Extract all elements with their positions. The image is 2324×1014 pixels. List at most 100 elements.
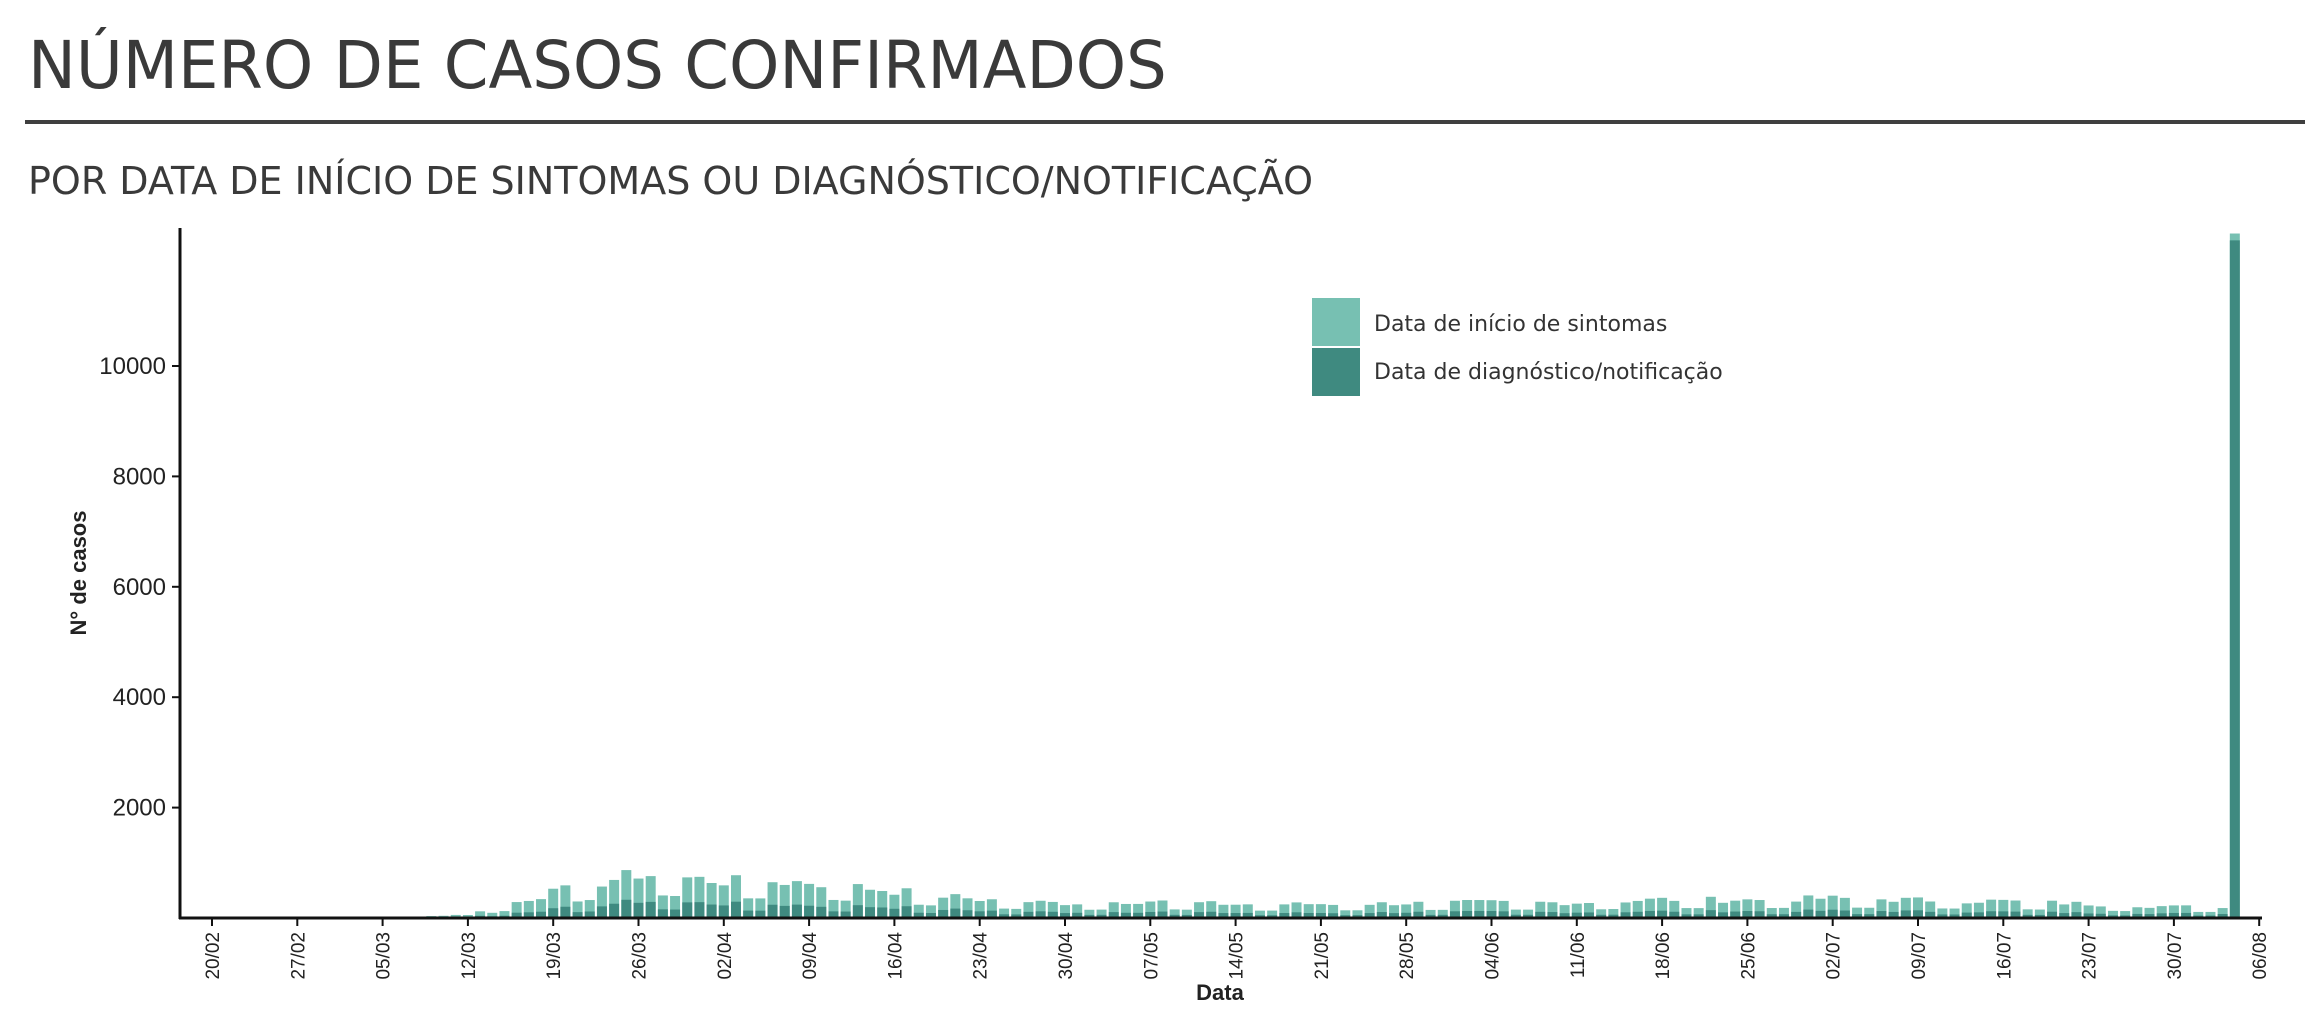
bar-diagnosis [1961,912,1972,918]
x-tick-label: 30/04 [1056,932,1077,980]
bar-symptom-onset [1060,905,1070,918]
bar-symptom-onset [1681,908,1692,918]
bar-symptom-onset [1523,909,1534,918]
bar-symptom-onset [1303,904,1314,918]
bar-diagnosis [633,902,644,918]
bar-symptom-onset [865,889,876,918]
bar-symptom-onset [1583,903,1594,918]
bar-diagnosis [1705,910,1716,918]
bar-symptom-onset [1547,902,1558,918]
bar-diagnosis [1535,911,1546,918]
bar-diagnosis [621,899,632,918]
bar-symptom-onset [2047,900,2058,918]
bar-diagnosis [584,911,595,918]
bar-symptom-onset [1669,900,1680,918]
bar-symptom-onset [1181,909,1192,918]
bar-diagnosis [670,909,681,918]
bar-diagnosis [1925,911,1936,918]
bar-symptom-onset [1011,908,1022,918]
bar-symptom-onset [1961,903,1972,918]
x-tick-label: 11/06 [1568,932,1589,978]
bar-diagnosis [2083,913,2094,918]
bar-symptom-onset [730,875,741,918]
bar-diagnosis [2168,912,2179,918]
bar-symptom-onset [1632,900,1643,918]
x-tick-label: 02/04 [715,932,736,980]
bar-symptom-onset [1023,902,1034,918]
bar-symptom-onset [901,888,912,918]
bar-diagnosis [1608,914,1619,918]
bar-diagnosis [1510,914,1521,918]
bar-symptom-onset [1486,900,1497,918]
bar-diagnosis [1023,911,1034,918]
bar-symptom-onset [1596,909,1607,918]
bar-diagnosis [706,904,717,918]
bar-diagnosis [1864,914,1875,918]
bar-symptom-onset [718,885,729,918]
bar-diagnosis [1803,909,1814,918]
bar-diagnosis [657,909,668,918]
bar-diagnosis [986,910,997,918]
bar-symptom-onset [1364,904,1375,918]
bar-symptom-onset [682,877,693,918]
bar-symptom-onset [487,912,498,918]
x-tick-label: 06/08 [2250,932,2271,980]
bar-symptom-onset [1949,908,1960,918]
legend-label-symptom-onset: Data de início de sintomas [1374,312,1667,337]
bar-symptom-onset [2095,906,2106,918]
bar-diagnosis [828,911,839,918]
bar-symptom-onset [1766,908,1777,918]
bar-diagnosis [1730,911,1741,918]
bar-diagnosis [694,902,705,918]
bar-symptom-onset [2181,905,2192,918]
x-tick-label: 12/03 [459,932,480,980]
bar-diagnosis [1084,914,1095,918]
bar-symptom-onset [1425,909,1436,918]
bar-diagnosis [645,901,656,918]
bar-symptom-onset [1352,910,1363,918]
x-tick-label: 28/05 [1397,932,1418,980]
bar-diagnosis [2156,913,2167,918]
bar-symptom-onset [1279,904,1290,918]
bar-symptom-onset [791,881,802,918]
x-tick-label: 23/04 [971,932,992,980]
bar-diagnosis [1011,914,1022,918]
bar-diagnosis [1303,912,1314,918]
bar-diagnosis [609,903,620,918]
bar-diagnosis [1169,914,1180,918]
bar-diagnosis [1839,910,1850,918]
bar-symptom-onset [852,884,863,918]
bar-diagnosis [548,908,559,918]
bar-diagnosis [1035,911,1046,918]
bar-symptom-onset [1242,904,1253,918]
bar-symptom-onset [1693,908,1704,918]
bar-diagnosis [1742,911,1753,918]
bar-diagnosis [1815,910,1826,918]
bar-symptom-onset [1815,898,1826,918]
bar-diagnosis [779,905,790,918]
legend-label-diagnosis: Data de diagnóstico/notificação [1374,360,1723,385]
bar-symptom-onset [2132,907,2143,918]
x-tick-label: 09/07 [1909,932,1930,980]
bar-symptom-onset [1778,907,1789,918]
bar-symptom-onset [2217,908,2228,918]
bar-diagnosis [1279,913,1290,918]
bar-diagnosis [1413,911,1424,918]
bar-diagnosis [1791,911,1802,918]
bar-symptom-onset [499,911,510,918]
bar-symptom-onset [1194,902,1205,918]
bar-diagnosis [1681,914,1692,918]
bar-symptom-onset [999,908,1010,918]
bar-symptom-onset [1145,901,1156,918]
bar-symptom-onset [938,897,949,918]
x-tick-label: 09/04 [800,932,821,980]
bar-diagnosis [1523,914,1534,918]
bar-symptom-onset [584,900,595,918]
bar-symptom-onset [962,898,973,918]
bar-symptom-onset [2034,909,2045,918]
axes-group: 2000 4000 6000 8000 10000 N° de casos 20/02 27/… [66,228,2271,1005]
bar-diagnosis [1474,910,1485,918]
bar-diagnosis [840,911,851,918]
bar-symptom-onset [1413,901,1424,918]
bar-symptom-onset [475,911,486,918]
